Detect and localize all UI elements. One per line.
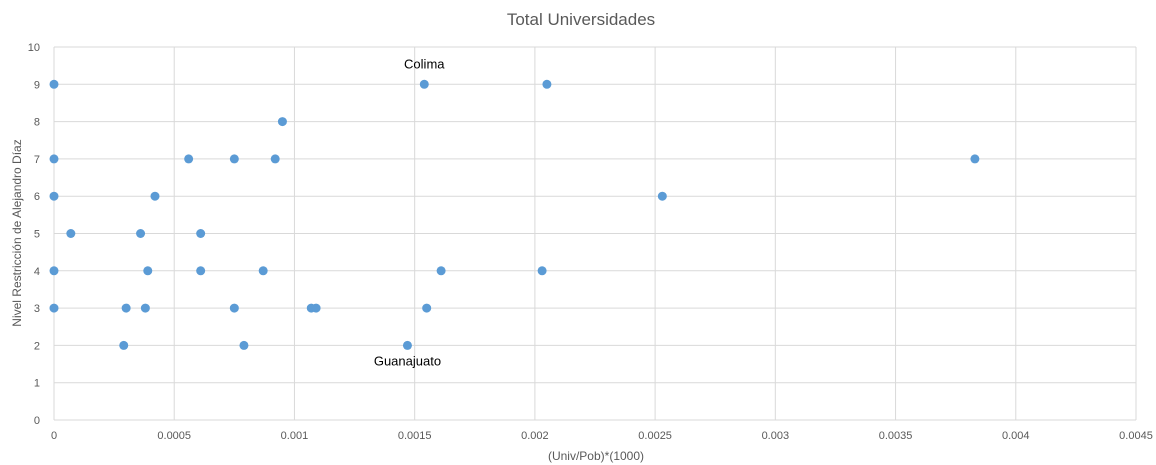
data-point: [229, 154, 239, 164]
data-point: [402, 340, 412, 350]
chart-title: Total Universidades: [507, 10, 655, 29]
data-point: [970, 154, 980, 164]
x-tick-label: 0.004: [1002, 430, 1030, 442]
y-tick-label: 5: [34, 229, 40, 241]
data-point: [140, 303, 150, 313]
data-point: [49, 191, 59, 201]
y-tick-label: 1: [34, 378, 40, 390]
y-tick-label: 7: [34, 154, 40, 166]
data-point: [542, 79, 552, 89]
y-tick-label: 4: [34, 266, 40, 278]
data-point: [239, 340, 249, 350]
y-tick-label: 3: [34, 303, 40, 315]
x-tick-label: 0.0045: [1119, 430, 1153, 442]
point-annotation: Guanajuato: [374, 353, 441, 368]
y-tick-label: 6: [34, 191, 40, 203]
data-point: [119, 340, 129, 350]
x-tick-label: 0.0015: [398, 430, 432, 442]
y-tick-label: 9: [34, 79, 40, 91]
data-point: [66, 229, 76, 238]
data-point: [196, 229, 206, 238]
data-point: [49, 79, 59, 89]
data-point: [311, 303, 321, 313]
data-point: [537, 266, 547, 276]
data-point: [184, 154, 194, 164]
y-tick-label: 10: [28, 42, 40, 54]
data-point: [657, 191, 667, 201]
x-tick-label: 0.0025: [638, 430, 672, 442]
x-tick-label: 0.002: [521, 430, 549, 442]
data-point: [277, 117, 287, 127]
tick-layer: 0 1 2 3 4 5 6 7 8 9 10 0 0.0005 0.001 0.0015 0.002 0.002…: [28, 42, 1153, 442]
y-tick-label: 2: [34, 340, 40, 352]
y-tick-label: 0: [34, 415, 40, 427]
point-layer: [49, 79, 980, 350]
data-point: [49, 154, 59, 164]
x-tick-label: 0.003: [762, 430, 790, 442]
grid-layer: [53, 46, 1137, 421]
data-point: [419, 79, 429, 89]
annotation-layer: Colima Guanajuato: [374, 56, 445, 368]
data-point: [270, 154, 280, 164]
data-point: [436, 266, 446, 276]
x-axis-title: (Univ/Pob)*(1000): [548, 449, 644, 463]
y-axis-title: Nivel Restricción de Alejandro Díaz: [10, 139, 24, 326]
data-point: [143, 266, 153, 276]
data-point: [422, 303, 432, 313]
data-point: [49, 303, 59, 313]
x-tick-label: 0.0035: [879, 430, 913, 442]
data-point: [121, 303, 131, 313]
data-point: [49, 266, 59, 276]
data-point: [136, 229, 146, 238]
x-tick-label: 0.0005: [157, 430, 191, 442]
y-tick-label: 8: [34, 117, 40, 129]
data-point: [258, 266, 268, 276]
data-point: [229, 303, 239, 313]
data-point: [150, 191, 160, 201]
data-point: [196, 266, 206, 276]
x-tick-label: 0.001: [281, 430, 309, 442]
x-tick-label: 0: [51, 430, 57, 442]
point-annotation: Colima: [404, 56, 445, 71]
